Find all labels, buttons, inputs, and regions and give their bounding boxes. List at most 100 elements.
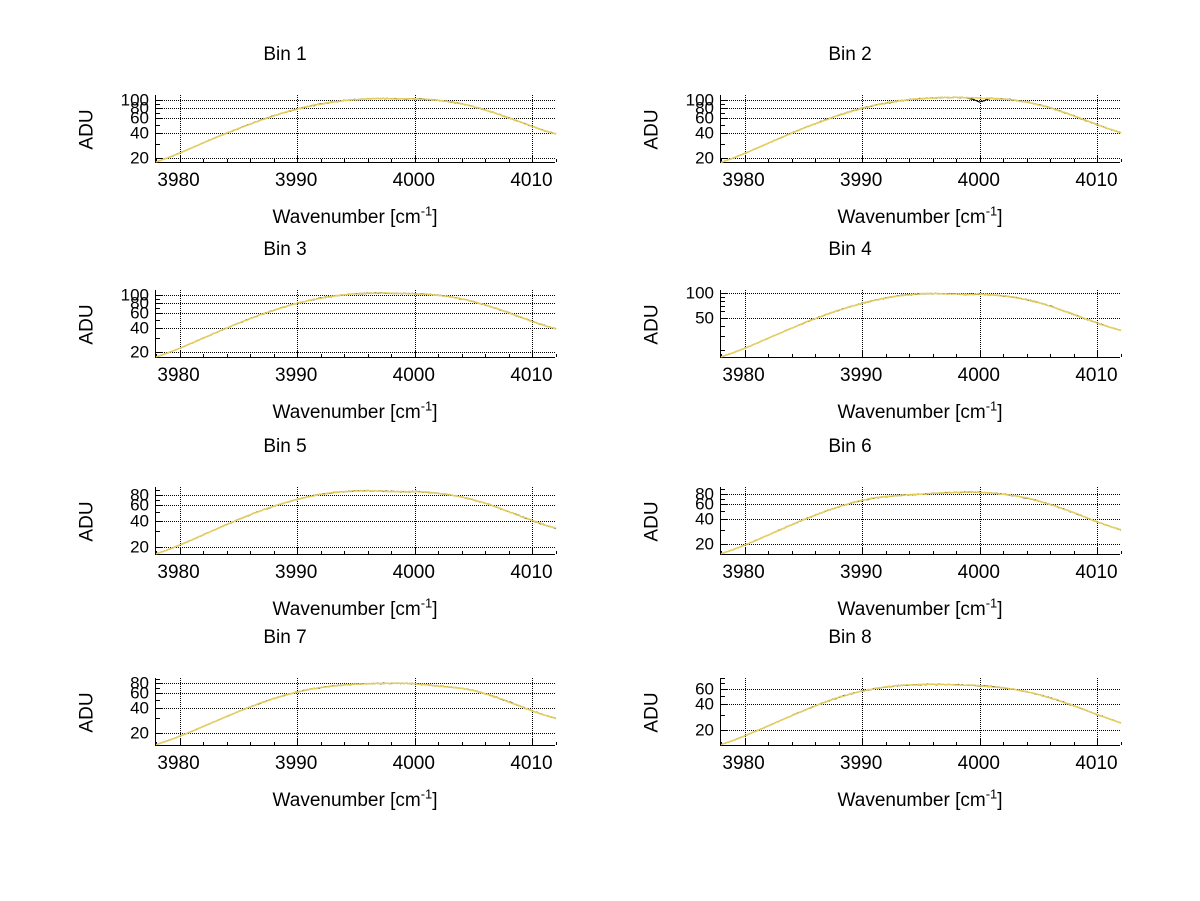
- x-axis-title-bracket: ]: [432, 207, 438, 228]
- x-axis-title-text: Wavenumber [cm: [837, 790, 986, 811]
- x-axis-minor-tick: [932, 158, 934, 162]
- plot-area: [155, 487, 557, 555]
- horizontal-gridline: [721, 703, 1120, 705]
- y-tick-label: 20: [130, 723, 149, 743]
- x-axis-minor-tick: [438, 550, 440, 554]
- x-axis-minor-tick: [1026, 741, 1028, 745]
- y-tick-label: 60: [695, 679, 714, 699]
- fit-curve: [155, 292, 557, 358]
- y-axis-minor-tick: [156, 307, 160, 309]
- vertical-gridline: [297, 95, 299, 162]
- y-axis-tick: [156, 520, 163, 522]
- y-axis-minor-tick: [156, 125, 160, 127]
- vertical-gridline: [1097, 678, 1099, 745]
- measured-curve: [155, 97, 557, 163]
- x-axis-title-bracket: ]: [997, 402, 1003, 423]
- x-axis-minor-tick: [250, 158, 252, 162]
- x-tick-label: 3990: [275, 753, 318, 774]
- y-axis-title: ADU: [76, 109, 98, 150]
- horizontal-gridline: [156, 505, 555, 507]
- y-tick-label: 80: [695, 484, 714, 504]
- vertical-gridline: [979, 678, 981, 745]
- x-tick-label: 3980: [722, 753, 765, 774]
- y-tick-label: 20: [695, 720, 714, 740]
- x-axis-title-exponent: -1: [985, 203, 998, 219]
- x-axis-minor-tick: [367, 550, 369, 554]
- x-axis-title-bracket: ]: [997, 790, 1003, 811]
- x-axis-minor-tick: [791, 353, 793, 357]
- x-axis-minor-tick: [932, 550, 934, 554]
- measured-curve: [155, 292, 557, 358]
- x-tick-label: 3990: [275, 562, 318, 583]
- panel-title: Bin 8: [828, 627, 872, 648]
- x-axis-minor-tick: [1073, 353, 1075, 357]
- plot-area: [720, 290, 1122, 358]
- vertical-gridline: [862, 290, 864, 357]
- x-axis-minor-tick: [815, 741, 817, 745]
- x-axis-minor-tick: [791, 741, 793, 745]
- x-tick-label: 4010: [1075, 365, 1118, 386]
- y-axis-tick: [156, 683, 163, 685]
- x-tick-label: 3990: [840, 170, 883, 191]
- y-tick-label: 80: [130, 293, 149, 313]
- x-axis-minor-tick: [721, 353, 722, 357]
- x-axis-title-bracket: ]: [432, 599, 438, 620]
- x-axis-minor-tick: [791, 550, 793, 554]
- x-axis-minor-tick: [885, 550, 887, 554]
- y-axis-tick: [156, 118, 163, 120]
- x-tick-label: 4010: [510, 365, 553, 386]
- plot-area: [155, 95, 557, 163]
- y-tick-label: 100: [685, 283, 714, 303]
- y-axis-minor-tick: [156, 700, 160, 702]
- x-axis-minor-tick: [203, 353, 205, 357]
- y-axis-tick: [721, 519, 728, 521]
- x-axis-minor-tick: [273, 158, 275, 162]
- y-tick-label: 60: [130, 303, 149, 323]
- panel-bin-3: Bin 3 3980 3990 4000 4010 20 40 60 80 100 Wavenumb…: [15, 240, 557, 440]
- horizontal-gridline: [721, 317, 1120, 319]
- horizontal-gridline: [721, 519, 1120, 521]
- x-axis-title-text: Wavenumber [cm: [837, 402, 986, 423]
- y-tick-label: 20: [130, 148, 149, 168]
- panel-bin-1: Bin 1 3980 3990 4000 4010 20 40 60 80 100 Wavenumb…: [15, 45, 557, 245]
- x-axis-minor-tick: [768, 353, 770, 357]
- horizontal-gridline: [721, 729, 1120, 731]
- x-tick-label: 3980: [157, 753, 200, 774]
- x-axis-minor-tick: [556, 550, 557, 554]
- x-axis-title-text: Wavenumber [cm: [272, 599, 421, 620]
- x-axis-minor-tick: [556, 741, 557, 745]
- x-axis-tick: [532, 155, 534, 162]
- x-axis-tick: [862, 738, 864, 745]
- plot-area: [720, 678, 1122, 746]
- x-tick-label: 3990: [275, 365, 318, 386]
- vertical-gridline: [532, 290, 534, 357]
- y-axis-tick: [721, 293, 728, 295]
- y-tick-label: 40: [130, 698, 149, 718]
- grid-layer: [721, 678, 1120, 745]
- y-axis-tick: [721, 729, 728, 731]
- x-axis-tick: [179, 547, 181, 554]
- x-axis-title-bracket: ]: [432, 402, 438, 423]
- x-axis-minor-tick: [932, 353, 934, 357]
- curve-group: [720, 491, 1122, 555]
- x-tick-label: 4010: [510, 562, 553, 583]
- fit-curve: [720, 683, 1122, 746]
- y-axis-title: ADU: [641, 304, 663, 345]
- x-tick-label: 3990: [275, 170, 318, 191]
- x-axis-tick: [744, 738, 746, 745]
- vertical-gridline: [414, 290, 416, 357]
- x-tick-label: 4000: [392, 753, 435, 774]
- x-axis-minor-tick: [344, 741, 346, 745]
- horizontal-gridline: [156, 108, 555, 110]
- horizontal-gridline: [156, 313, 555, 315]
- x-axis-minor-tick: [344, 550, 346, 554]
- y-axis-minor-tick: [156, 143, 160, 145]
- x-axis-minor-tick: [1121, 353, 1122, 357]
- y-axis-minor-tick: [721, 682, 725, 684]
- x-axis-tick: [414, 738, 416, 745]
- horizontal-gridline: [156, 118, 555, 120]
- vertical-gridline: [979, 290, 981, 357]
- y-axis-minor-tick: [721, 125, 725, 127]
- x-axis-minor-tick: [438, 353, 440, 357]
- y-axis-minor-tick: [156, 687, 160, 689]
